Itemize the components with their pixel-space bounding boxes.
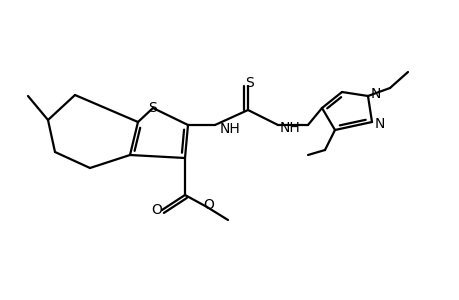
Text: N: N: [374, 117, 385, 131]
Text: S: S: [148, 101, 157, 115]
Text: O: O: [151, 203, 162, 217]
Text: S: S: [245, 76, 254, 90]
Text: NH: NH: [280, 121, 300, 135]
Text: O: O: [203, 198, 214, 212]
Text: NH: NH: [219, 122, 240, 136]
Text: N: N: [370, 87, 381, 101]
